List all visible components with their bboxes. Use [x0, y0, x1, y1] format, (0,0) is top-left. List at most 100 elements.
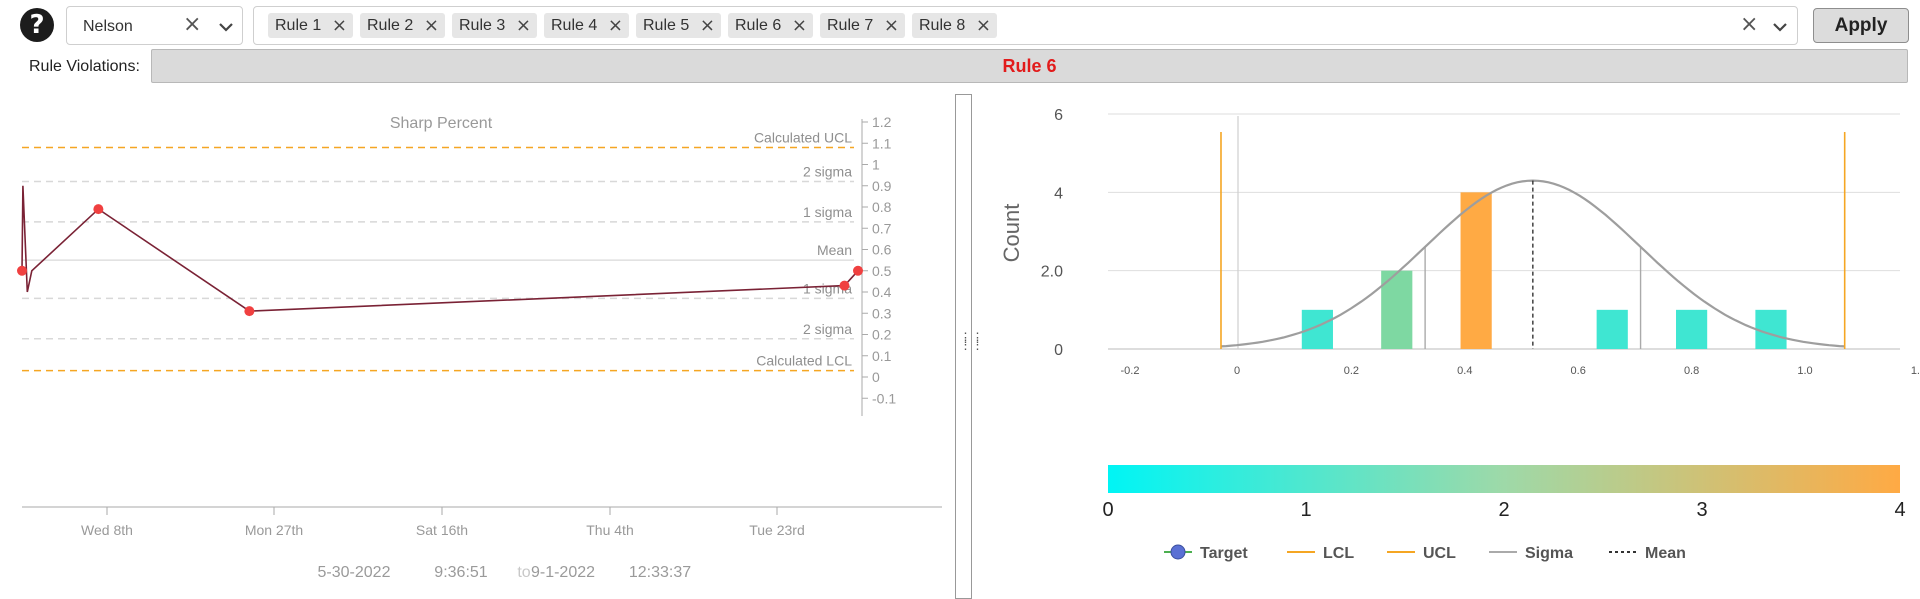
help-icon[interactable]: ?: [20, 8, 54, 42]
control-lines: [1220, 116, 1846, 349]
x-tick-label: -0.2: [1121, 365, 1140, 377]
reference-label: 1 sigma: [803, 204, 852, 220]
violation-point[interactable]: [93, 204, 104, 215]
legend-label: Sigma: [1525, 545, 1573, 562]
remove-chip-icon[interactable]: ×: [607, 15, 623, 36]
histogram-bar[interactable]: [1676, 309, 1708, 349]
y-tick-label: 0: [872, 369, 880, 385]
y-tick-label: 1.1: [872, 135, 892, 151]
x-axis: Wed 8th Mon 27th Sat 16th Thu 4th Tue 23rd: [22, 506, 942, 538]
x-tick-label: Tue 23rd: [749, 522, 805, 538]
histogram-bar[interactable]: [1755, 309, 1787, 349]
clear-rules-icon[interactable]: ×: [1740, 12, 1759, 37]
y-tick-label: 0.4: [872, 284, 892, 300]
rule-chip[interactable]: Rule 5 ×: [636, 13, 721, 38]
violation-point[interactable]: [17, 265, 27, 276]
remove-chip-icon[interactable]: ×: [975, 15, 991, 36]
x-tick-label: Sat 16th: [416, 522, 468, 538]
splitter-handle[interactable]: ⋮⋮ ⋮⋮: [955, 94, 984, 599]
remove-chip-icon[interactable]: ×: [423, 15, 439, 36]
rule-chip-label: Rule 3: [459, 17, 506, 34]
x-tick-label: 0.8: [1684, 365, 1699, 377]
chart-title: Sharp Percent: [390, 115, 493, 132]
legend-label: Target: [1200, 545, 1248, 562]
grip-icon: ⋮⋮ ⋮⋮: [959, 331, 984, 353]
clear-method-icon[interactable]: ×: [183, 12, 202, 37]
y-tick-label: 1: [872, 157, 880, 173]
grid: 642.00: [1041, 107, 1900, 359]
y-tick-label: 2.0: [1041, 264, 1063, 281]
reference-label: Calculated LCL: [756, 353, 852, 369]
legend-item[interactable]: Target: [1164, 544, 1248, 562]
y-tick-label: 0: [1054, 342, 1063, 359]
rule-chip-label: Rule 5: [643, 17, 690, 34]
rule-chip[interactable]: Rule 3 ×: [452, 13, 537, 38]
y-tick-label: 0.9: [872, 178, 892, 194]
y-tick-label: 0.5: [872, 263, 892, 279]
remove-chip-icon[interactable]: ×: [515, 15, 531, 36]
y-tick-label: 6: [1054, 107, 1063, 124]
reference-label: Mean: [817, 242, 852, 258]
colorbar-tick-label: 4: [1894, 499, 1905, 521]
target-icon: [1170, 544, 1186, 560]
violation-point[interactable]: [853, 265, 863, 276]
remove-chip-icon[interactable]: ×: [331, 15, 347, 36]
rule-chip[interactable]: Rule 2 ×: [360, 13, 445, 38]
colorbar-tick-label: 1: [1300, 499, 1311, 521]
y-tick-label: 0.8: [872, 199, 892, 215]
x-tick-label: Thu 4th: [586, 522, 633, 538]
legend-item[interactable]: LCL: [1287, 545, 1354, 562]
chevron-down-icon[interactable]: [1771, 18, 1789, 36]
histogram-bar[interactable]: [1460, 192, 1492, 349]
rule-chip-label: Rule 8: [919, 17, 966, 34]
rule-chip[interactable]: Rule 1 ×: [268, 13, 353, 38]
rule-chip[interactable]: Rule 8 ×: [912, 13, 997, 38]
legend-item[interactable]: UCL: [1387, 545, 1456, 562]
rule-chip-label: Rule 7: [827, 17, 874, 34]
method-select[interactable]: Nelson ×: [66, 6, 243, 45]
colorbar-gradient: [1108, 465, 1900, 493]
remove-chip-icon[interactable]: ×: [699, 15, 715, 36]
date-range-separator: to: [517, 564, 530, 581]
chevron-down-icon[interactable]: [217, 18, 235, 36]
rule-chip[interactable]: Rule 4 ×: [544, 13, 629, 38]
violation-point[interactable]: [839, 280, 850, 291]
x-tick-label: 0.4: [1457, 365, 1472, 377]
rule-chip[interactable]: Rule 6 ×: [728, 13, 813, 38]
reference-label: 2 sigma: [803, 321, 852, 337]
violations-label: Rule Violations:: [29, 58, 140, 75]
violation-point[interactable]: [244, 306, 255, 317]
rule-chip[interactable]: Rule 7 ×: [820, 13, 905, 38]
y-tick-label: 0.2: [872, 327, 892, 343]
histogram-bar[interactable]: [1381, 270, 1413, 349]
legend-item[interactable]: Sigma: [1489, 545, 1573, 562]
legend: Target LCL UCL Sigma Mean: [1164, 544, 1686, 562]
legend-item[interactable]: Mean: [1609, 545, 1686, 562]
x-tick-label: 1.0: [1797, 365, 1812, 377]
remove-chip-icon[interactable]: ×: [883, 15, 899, 36]
reference-label: Calculated UCL: [754, 130, 852, 146]
start-time: 9:36:51: [434, 564, 487, 581]
y-axis-label: Count: [999, 204, 1024, 263]
start-date: 5-30-2022: [318, 564, 391, 581]
legend-label: LCL: [1323, 545, 1354, 562]
y-tick-label: 0.1: [872, 348, 892, 364]
y-tick-label: 0.6: [872, 242, 892, 258]
colorbar-tick-label: 3: [1696, 499, 1707, 521]
remove-chip-icon[interactable]: ×: [791, 15, 807, 36]
apply-button[interactable]: Apply: [1813, 8, 1909, 43]
y-tick-label: 1.2: [872, 114, 892, 130]
x-tick-label: 1.: [1911, 365, 1920, 377]
y-tick-label: 4: [1054, 185, 1063, 202]
rules-multiselect[interactable]: Rule 1 × Rule 2 × Rule 3 × Rule 4 × Rule 5 × Rule …: [253, 6, 1798, 45]
x-tick-label: Mon 27th: [245, 522, 303, 538]
y-tick-label: -0.1: [872, 390, 896, 406]
x-tick-label: 0.6: [1571, 365, 1586, 377]
histogram-bar[interactable]: [1596, 309, 1628, 349]
x-tick-label: Wed 8th: [81, 522, 133, 538]
x-tick-label: 0: [1234, 365, 1240, 377]
legend-label: Mean: [1645, 545, 1686, 562]
violation-value: Rule 6: [1002, 56, 1057, 76]
rule-chip-label: Rule 2: [367, 17, 414, 34]
